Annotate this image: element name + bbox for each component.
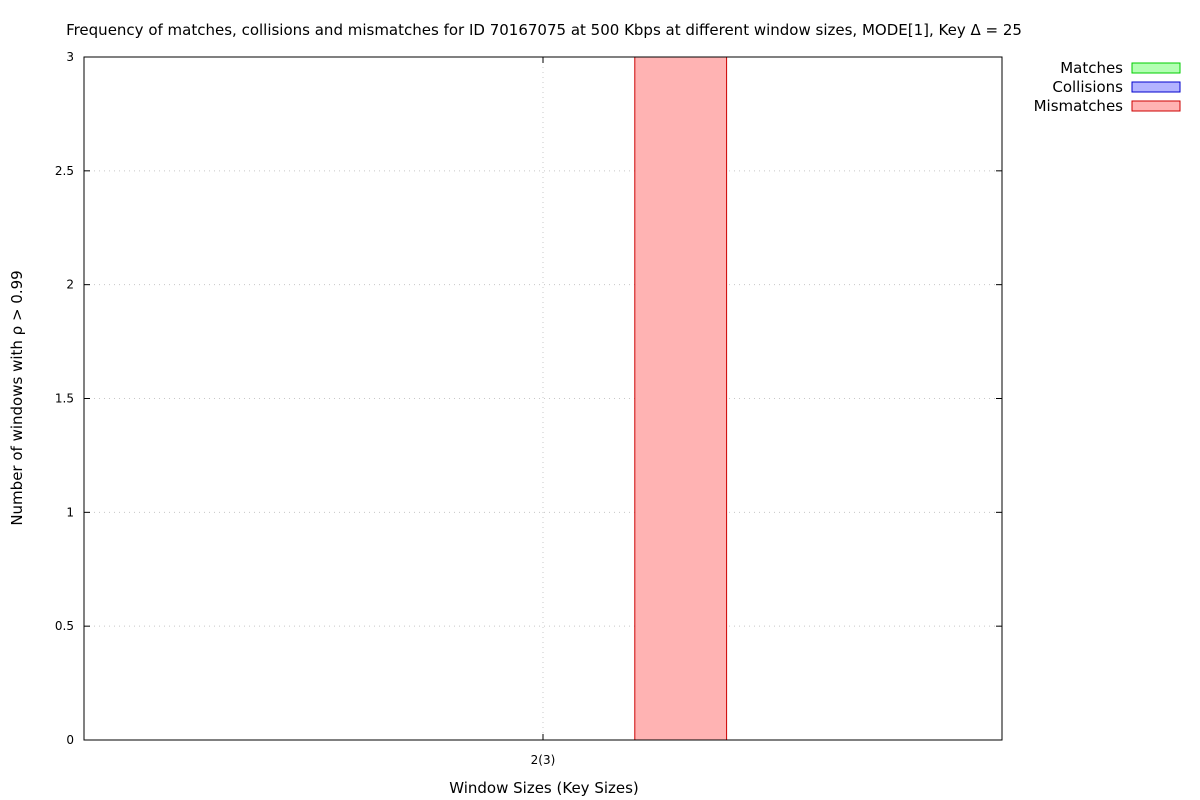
legend-label-collisions: Collisions bbox=[1052, 78, 1123, 96]
legend-label-matches: Matches bbox=[1060, 59, 1123, 77]
y-tick-label: 2 bbox=[66, 278, 74, 292]
x-axis-label: Window Sizes (Key Sizes) bbox=[449, 779, 639, 797]
chart-title: Frequency of matches, collisions and mis… bbox=[66, 21, 1022, 39]
y-tick-label: 1.5 bbox=[55, 392, 74, 406]
y-tick-label: 0 bbox=[66, 733, 74, 747]
y-tick-label: 0.5 bbox=[55, 619, 74, 633]
legend-swatch-collisions bbox=[1131, 81, 1181, 93]
x-tick-label: 2(3) bbox=[531, 753, 556, 767]
bars bbox=[634, 56, 728, 741]
grid-lines bbox=[84, 57, 1002, 740]
legend-swatch-mismatches bbox=[1131, 100, 1181, 112]
bar-mismatches bbox=[634, 56, 728, 741]
y-tick-label: 1 bbox=[66, 505, 74, 519]
x-axis-ticks: 2(3) bbox=[531, 57, 556, 767]
legend-label-mismatches: Mismatches bbox=[1034, 97, 1124, 115]
y-axis-ticks: 0 0.5 1 1.5 2 2.5 3 bbox=[55, 50, 1002, 747]
legend-swatch-matches bbox=[1131, 62, 1181, 74]
y-axis-label: Number of windows with ρ > 0.99 bbox=[8, 270, 26, 525]
y-tick-label: 3 bbox=[66, 50, 74, 64]
y-tick-label: 2.5 bbox=[55, 164, 74, 178]
